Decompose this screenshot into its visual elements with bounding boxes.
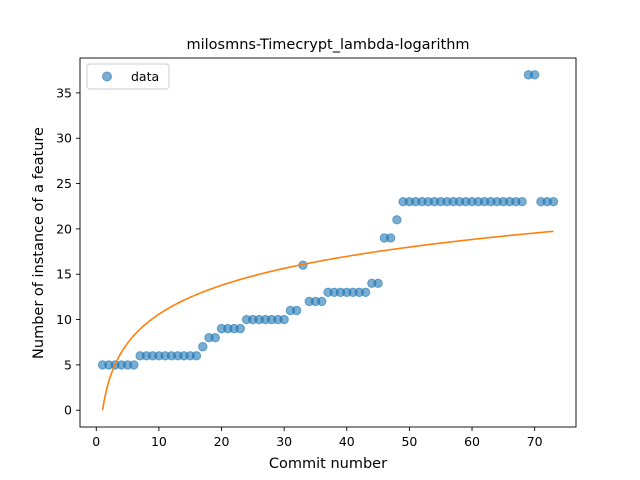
x-tick-label: 10 [151, 434, 167, 449]
plot-area [97, 70, 559, 411]
y-tick-label: 0 [64, 403, 72, 418]
data-point [317, 296, 327, 307]
y-tick-label: 5 [64, 357, 72, 372]
data-point [517, 197, 527, 207]
y-tick-label: 20 [56, 221, 72, 236]
data-point [529, 70, 540, 80]
data-point [291, 305, 302, 316]
axes: 0 10 20 30 40 50 60 70 0 5 10 15 20 25 30 35 [56, 57, 577, 449]
x-tick-label: 20 [214, 434, 230, 449]
legend: data [86, 63, 170, 90]
data-point [373, 278, 383, 288]
data-point [235, 323, 246, 334]
data-point [392, 215, 402, 225]
legend-marker-data [102, 71, 112, 82]
data-point [360, 287, 371, 298]
data-point [129, 360, 139, 370]
x-tick-label: 70 [527, 434, 543, 449]
data-point [198, 342, 208, 352]
legend-label-data: data [131, 69, 159, 84]
y-axis-title: Number of instance of a feature [31, 127, 47, 359]
y-tick-label: 35 [56, 85, 72, 100]
data-point [191, 351, 202, 361]
y-tick-label: 15 [56, 267, 72, 282]
legend-frame [86, 63, 170, 90]
axes-frame [79, 57, 577, 428]
data-point [279, 314, 289, 325]
data-point [548, 197, 559, 207]
x-tick-label: 50 [401, 434, 417, 449]
data-point [385, 233, 396, 243]
data-point [210, 333, 220, 343]
x-tick-label: 30 [276, 434, 292, 449]
x-tick-label: 0 [92, 434, 100, 449]
y-tick-label: 30 [56, 131, 72, 146]
x-tick-label: 40 [339, 434, 355, 449]
x-axis-title: Commit number [269, 456, 387, 472]
fit-line [101, 230, 554, 411]
y-tick-label: 25 [56, 176, 72, 191]
chart-title: milosmns-Timecrypt_lambda-logarithm [186, 37, 469, 53]
x-tick-label: 60 [464, 434, 480, 449]
y-tick-label: 10 [56, 312, 72, 327]
